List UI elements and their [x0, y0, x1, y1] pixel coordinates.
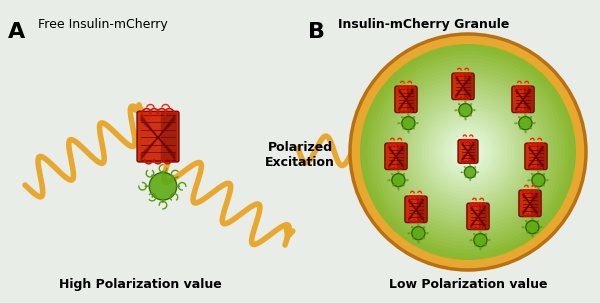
Circle shape — [418, 102, 518, 202]
Circle shape — [474, 234, 487, 247]
Circle shape — [407, 91, 529, 213]
Circle shape — [392, 174, 405, 187]
Circle shape — [532, 174, 545, 187]
Circle shape — [526, 221, 539, 234]
Circle shape — [421, 105, 515, 199]
Circle shape — [385, 69, 551, 235]
Circle shape — [457, 141, 479, 163]
Circle shape — [439, 123, 497, 181]
FancyBboxPatch shape — [397, 144, 406, 168]
Circle shape — [428, 112, 508, 191]
Text: A: A — [8, 22, 25, 42]
FancyBboxPatch shape — [525, 143, 547, 170]
Circle shape — [446, 130, 490, 174]
Circle shape — [436, 120, 500, 185]
Circle shape — [403, 87, 533, 217]
Text: B: B — [308, 22, 325, 42]
Circle shape — [382, 66, 554, 238]
Circle shape — [410, 95, 526, 210]
Text: Low Polarization value: Low Polarization value — [389, 278, 547, 291]
FancyBboxPatch shape — [537, 144, 546, 168]
FancyBboxPatch shape — [385, 143, 407, 170]
Circle shape — [360, 44, 576, 260]
Circle shape — [459, 104, 472, 117]
FancyBboxPatch shape — [405, 196, 427, 223]
FancyBboxPatch shape — [519, 190, 541, 217]
FancyBboxPatch shape — [395, 86, 417, 112]
FancyBboxPatch shape — [161, 112, 177, 161]
FancyBboxPatch shape — [479, 204, 488, 228]
Circle shape — [350, 34, 586, 270]
FancyBboxPatch shape — [417, 197, 426, 221]
Circle shape — [400, 84, 536, 220]
Text: High Polarization value: High Polarization value — [59, 278, 221, 291]
FancyBboxPatch shape — [137, 111, 179, 162]
FancyBboxPatch shape — [407, 87, 416, 112]
FancyBboxPatch shape — [458, 140, 478, 163]
FancyBboxPatch shape — [531, 191, 540, 215]
FancyBboxPatch shape — [469, 141, 476, 162]
Circle shape — [378, 62, 558, 242]
Circle shape — [396, 80, 540, 224]
Text: Polarized
Excitation: Polarized Excitation — [265, 141, 335, 169]
FancyBboxPatch shape — [464, 74, 473, 98]
Circle shape — [374, 58, 562, 246]
Circle shape — [402, 117, 415, 130]
Circle shape — [412, 227, 425, 240]
FancyBboxPatch shape — [524, 87, 533, 112]
Circle shape — [454, 138, 482, 166]
Text: Insulin-mCherry Granule: Insulin-mCherry Granule — [338, 18, 509, 31]
Circle shape — [443, 127, 493, 177]
Circle shape — [461, 145, 475, 159]
FancyBboxPatch shape — [467, 203, 489, 230]
Circle shape — [464, 166, 476, 178]
Circle shape — [364, 48, 572, 256]
Circle shape — [389, 73, 547, 231]
Circle shape — [450, 134, 486, 170]
Circle shape — [464, 148, 472, 156]
Circle shape — [432, 116, 504, 188]
Circle shape — [414, 98, 522, 206]
Text: Free Insulin-mCherry: Free Insulin-mCherry — [38, 18, 168, 31]
Circle shape — [367, 51, 569, 253]
FancyBboxPatch shape — [452, 73, 474, 100]
Circle shape — [371, 55, 565, 249]
Circle shape — [519, 117, 532, 130]
Circle shape — [425, 109, 511, 195]
FancyBboxPatch shape — [512, 86, 534, 112]
Circle shape — [149, 172, 177, 200]
Circle shape — [392, 76, 544, 228]
